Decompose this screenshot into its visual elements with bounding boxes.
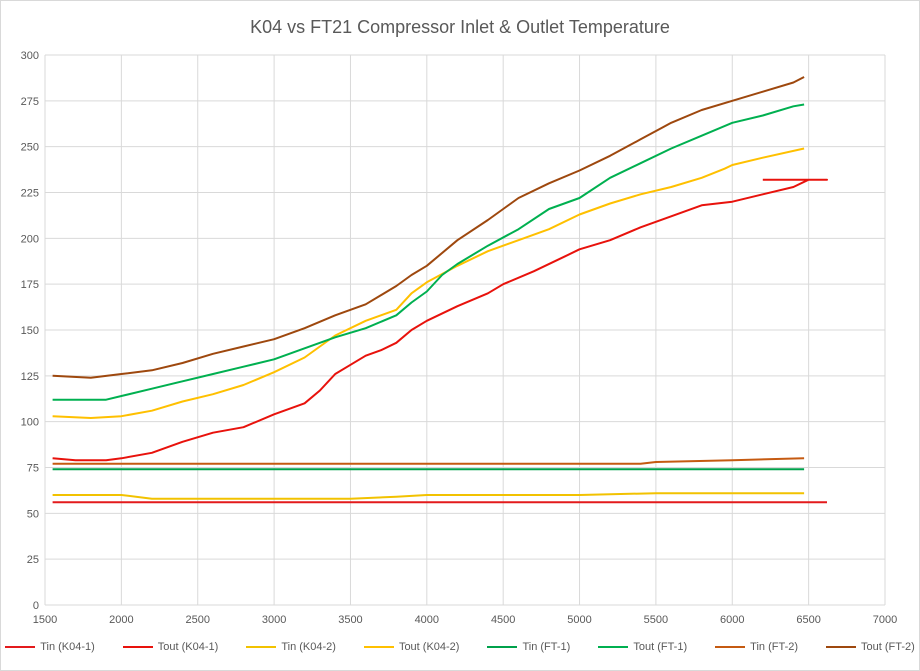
x-tick-label: 2500 [185, 614, 209, 626]
x-tick-label: 6000 [720, 614, 744, 626]
series-line-7 [52, 76, 805, 379]
y-tick-label: 250 [21, 142, 39, 154]
x-tick-label: 5500 [644, 614, 668, 626]
chart-title: K04 vs FT21 Compressor Inlet & Outlet Te… [250, 17, 670, 37]
legend-item: Tin (FT-2) [715, 641, 798, 653]
legend-label: Tin (K04-1) [40, 641, 95, 653]
y-tick-labels: 0 25 50 75 100 125 150 175 200 225 250 275 300 [21, 50, 39, 612]
legend-label: Tout (FT-2) [861, 641, 915, 653]
series-line-5 [52, 103, 805, 401]
legend-swatch [5, 646, 36, 648]
x-tick-label: 4500 [491, 614, 515, 626]
legend-swatch [363, 646, 394, 648]
legend-item: Tout (K04-2) [363, 641, 460, 653]
legend-swatch [246, 646, 277, 648]
y-tick-label: 150 [21, 325, 39, 337]
y-tick-label: 0 [33, 600, 39, 612]
x-tick-labels: 1500 2000 2500 3000 3500 4000 4500 5000 5500 6000… [33, 614, 897, 626]
y-tick-label: 200 [21, 233, 39, 245]
legend-item: Tout (K04-1) [122, 641, 219, 653]
y-tick-label: 50 [27, 508, 39, 520]
legend-label: Tin (FT-2) [750, 641, 799, 653]
legend-item: Tout (FT-1) [598, 641, 687, 653]
legend-swatch [598, 646, 629, 648]
y-tick-label: 75 [27, 463, 39, 475]
legend-swatch [826, 646, 857, 648]
legend: Tin (K04-1) Tout (K04-1) Tin (K04-2) Tout (… [1, 637, 919, 657]
series-line-1 [52, 178, 828, 462]
y-tick-label: 225 [21, 188, 39, 200]
series-line-3 [52, 147, 805, 419]
legend-label: Tin (K04-2) [281, 641, 336, 653]
legend-label: Tout (FT-1) [633, 641, 688, 653]
legend-label: Tin (FT-1) [522, 641, 571, 653]
x-tick-label: 3500 [338, 614, 362, 626]
y-tick-label: 125 [21, 371, 39, 383]
x-tick-label: 4000 [415, 614, 439, 626]
y-tick-label: 175 [21, 279, 39, 291]
x-tick-label: 7000 [873, 614, 897, 626]
y-tick-label: 275 [21, 96, 39, 108]
series-line-6 [52, 457, 805, 465]
legend-label: Tout (K04-1) [157, 641, 219, 653]
legend-item: Tin (K04-2) [246, 641, 336, 653]
x-tick-label: 3000 [262, 614, 286, 626]
legend-item: Tout (FT-2) [826, 641, 915, 653]
legend-swatch [715, 646, 746, 648]
legend-item: Tin (FT-1) [487, 641, 570, 653]
legend-swatch [487, 646, 518, 648]
y-tick-label: 25 [27, 554, 39, 566]
legend-swatch [122, 646, 153, 648]
y-tick-label: 100 [21, 417, 39, 429]
series-lines [52, 76, 828, 504]
x-tick-label: 2000 [109, 614, 133, 626]
series-line-2 [52, 492, 805, 500]
x-tick-label: 5000 [567, 614, 591, 626]
grid-lines [44, 54, 886, 606]
x-tick-label: 1500 [33, 614, 57, 626]
x-tick-label: 6500 [796, 614, 820, 626]
y-tick-label: 300 [21, 50, 39, 62]
legend-label: Tout (K04-2) [398, 641, 460, 653]
legend-item: Tin (K04-1) [5, 641, 95, 653]
